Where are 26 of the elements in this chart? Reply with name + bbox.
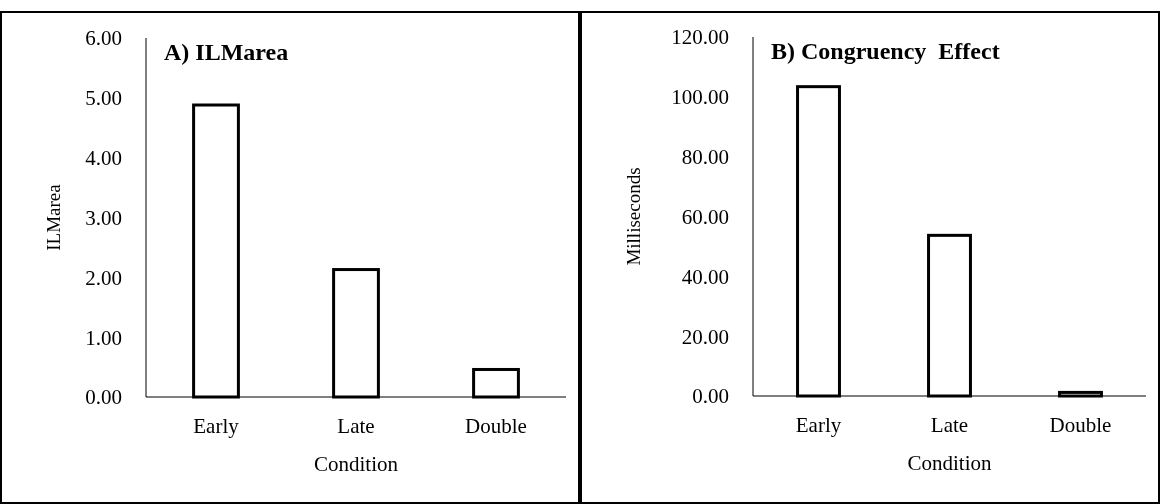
x-axis-title: Condition bbox=[907, 451, 992, 475]
chart-title: B) Congruency Effect bbox=[771, 38, 1000, 64]
x-tick-label: Late bbox=[337, 414, 375, 438]
y-axis-title: ILMarea bbox=[43, 183, 64, 251]
y-tick-label: 120.00 bbox=[671, 25, 729, 50]
y-tick-label: 1.00 bbox=[85, 325, 122, 350]
y-tick-label: 5.00 bbox=[85, 86, 122, 111]
chart-title: A) ILMarea bbox=[164, 39, 289, 65]
y-tick-label: 4.00 bbox=[85, 146, 122, 171]
y-tick-label: 60.00 bbox=[681, 204, 729, 229]
x-axis-title: Condition bbox=[313, 452, 399, 476]
y-tick-label: 0.00 bbox=[85, 385, 122, 410]
y-tick-label: 3.00 bbox=[85, 205, 122, 230]
y-axis-title: Milliseconds bbox=[623, 167, 644, 266]
y-tick-label: 0.00 bbox=[692, 384, 729, 409]
y-tick-label: 2.00 bbox=[85, 265, 122, 290]
y-tick-label: 20.00 bbox=[681, 324, 729, 349]
x-tick-label: Double bbox=[465, 414, 527, 438]
x-tick-label: Late bbox=[930, 413, 969, 437]
y-tick-label: 6.00 bbox=[85, 26, 122, 51]
x-tick-label: Early bbox=[193, 414, 240, 438]
y-tick-label: 40.00 bbox=[681, 264, 729, 289]
x-tick-label: Double bbox=[1049, 413, 1112, 437]
y-tick-label: 80.00 bbox=[681, 145, 729, 170]
y-tick-label: 100.00 bbox=[671, 85, 729, 110]
x-tick-label: Early bbox=[795, 413, 842, 437]
